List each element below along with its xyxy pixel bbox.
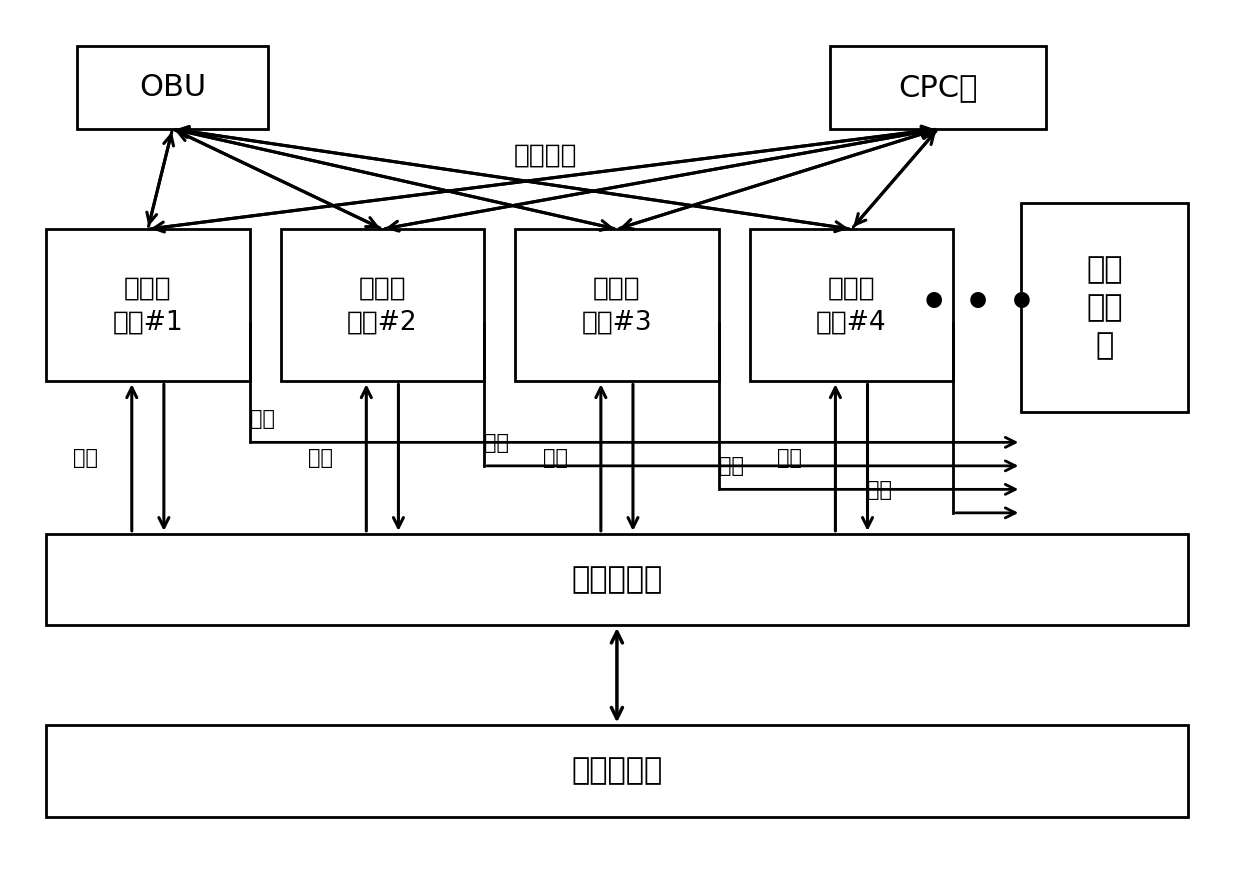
FancyBboxPatch shape	[515, 230, 719, 381]
FancyBboxPatch shape	[280, 230, 484, 381]
Text: 车道工控机: 车道工控机	[572, 757, 662, 786]
Text: CPC卡: CPC卡	[898, 74, 977, 102]
Text: 标识站
天线#1: 标识站 天线#1	[113, 275, 184, 336]
FancyBboxPatch shape	[46, 533, 1188, 625]
Text: 串口: 串口	[73, 448, 98, 468]
Text: 网络
交换
机: 网络 交换 机	[1086, 255, 1122, 360]
FancyBboxPatch shape	[46, 725, 1188, 816]
FancyBboxPatch shape	[77, 46, 268, 129]
FancyBboxPatch shape	[46, 230, 249, 381]
Text: 网线: 网线	[719, 456, 744, 477]
Text: 标识站
天线#2: 标识站 天线#2	[347, 275, 418, 336]
Text: 串口: 串口	[777, 448, 802, 468]
Text: • • •: • • •	[920, 281, 1037, 325]
Text: OBU: OBU	[139, 74, 206, 102]
Text: 串口: 串口	[308, 448, 334, 468]
Text: 标识站
天线#3: 标识站 天线#3	[582, 275, 652, 336]
FancyBboxPatch shape	[1022, 203, 1188, 412]
Text: 无线通信: 无线通信	[515, 142, 578, 168]
Text: 网线: 网线	[867, 480, 892, 500]
Text: 串口: 串口	[543, 448, 568, 468]
Text: 天线控制器: 天线控制器	[572, 565, 662, 594]
Text: 标识站
天线#4: 标识站 天线#4	[816, 275, 887, 336]
Text: 网线: 网线	[484, 433, 510, 453]
Text: 网线: 网线	[249, 409, 274, 429]
FancyBboxPatch shape	[830, 46, 1045, 129]
FancyBboxPatch shape	[750, 230, 954, 381]
